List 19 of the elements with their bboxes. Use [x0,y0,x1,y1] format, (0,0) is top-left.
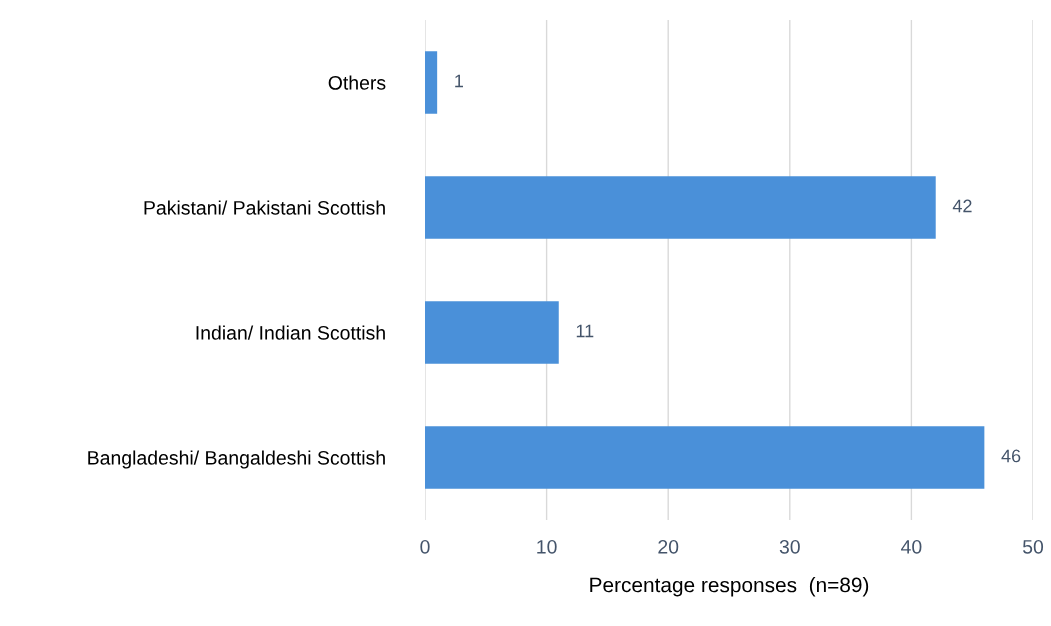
x-tick-label: 20 [658,539,679,554]
data-label: 11 [576,324,594,338]
x-tick-label: 40 [901,539,922,554]
bar [425,51,438,114]
data-label: 42 [952,199,972,213]
y-tick-label: Bangladeshi/ Bangaldeshi Scottish [88,450,385,469]
y-tick-label: Indian/ Indian Scottish [196,325,385,340]
y-tick-label: Pakistani/ Pakistani Scottish [144,200,385,215]
data-label: 1 [455,74,463,88]
x-tick-label: 10 [537,539,557,554]
x-axis-title: Percentage responses (n=89) [590,577,869,597]
data-label: 46 [1001,449,1021,463]
bar [425,426,985,489]
bar [425,301,559,364]
x-tick-label: 50 [1022,539,1044,554]
x-tick-label: 30 [779,539,800,554]
bar [425,176,936,239]
y-tick-label: Others [328,75,386,90]
x-tick-label: 0 [420,539,430,554]
